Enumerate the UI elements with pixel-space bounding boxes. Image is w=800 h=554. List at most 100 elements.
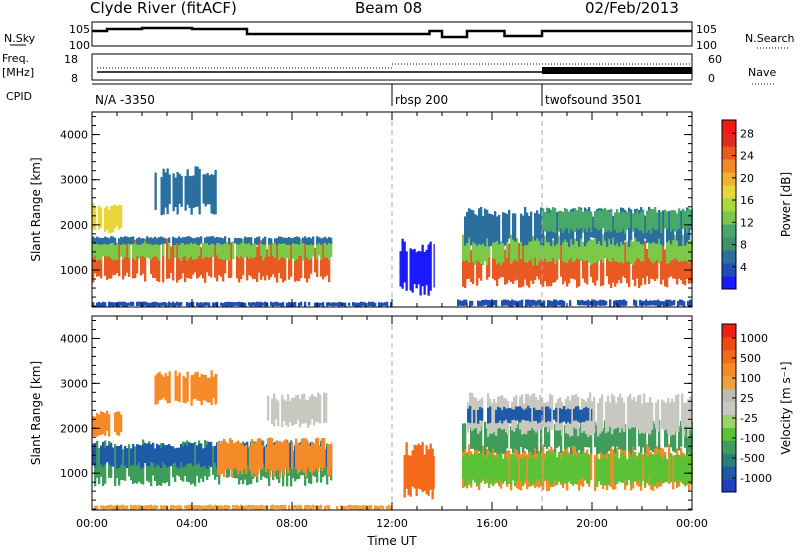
power-data-cell <box>682 234 685 262</box>
velocity-data-cell <box>580 452 583 480</box>
power-data-cell <box>298 245 301 282</box>
power-data-cell <box>334 302 337 306</box>
velocity-data-cell <box>186 446 189 464</box>
velocity-data-cell <box>530 452 533 487</box>
power-data-cell <box>160 236 163 245</box>
velocity-data-cell <box>680 421 683 447</box>
velocity-data-cell <box>598 424 601 454</box>
power-data-cell <box>480 206 483 245</box>
power-data-cell <box>579 300 582 306</box>
power-data-cell <box>188 249 191 279</box>
velocity-data-cell <box>630 423 633 455</box>
velocity-data-cell <box>182 375 185 403</box>
velocity-data-cell <box>194 372 197 399</box>
power-data-cell <box>596 211 599 230</box>
velocity-data-cell <box>272 504 275 510</box>
power-data-cell <box>288 249 291 280</box>
power-data-cell <box>597 300 600 306</box>
velocity-data-cell <box>94 505 97 510</box>
power-data-cell <box>528 238 531 261</box>
power-data-cell <box>294 243 297 282</box>
power-data-cell <box>178 238 181 259</box>
power-data-cell <box>324 236 327 243</box>
power-data-cell <box>413 248 416 285</box>
power-data-cell <box>356 302 359 307</box>
power-data-cell <box>542 252 545 287</box>
nsearch-label: N.Search <box>745 32 795 45</box>
power-data-cell <box>284 241 287 281</box>
velocity-data-cell <box>168 444 171 467</box>
power-data-cell <box>224 236 227 244</box>
velocity-data-cell <box>110 504 113 510</box>
velocity-data-cell <box>108 504 111 509</box>
velocity-data-cell <box>329 444 332 478</box>
velocity-data-cell <box>462 456 465 479</box>
power-data-cell <box>632 241 635 266</box>
velocity-data-cell <box>617 396 620 428</box>
power-colorbar-swatch <box>722 263 736 277</box>
velocity-data-cell <box>356 504 359 510</box>
velocity-data-cell <box>236 504 239 510</box>
velocity-data-cell <box>295 395 298 425</box>
velocity-data-cell <box>671 398 674 435</box>
velocity-data-cell <box>477 409 480 424</box>
velocity-data-cell <box>504 426 507 454</box>
velocity-data-cell <box>476 454 479 486</box>
velocity-colorbar-swatch <box>722 362 736 377</box>
velocity-data-cell <box>260 504 263 510</box>
velocity-data-cell <box>492 423 495 449</box>
power-data-cell <box>520 213 523 242</box>
power-data-cell <box>526 236 529 263</box>
colorbar-tick-label: 20 <box>740 172 754 185</box>
velocity-data-cell <box>643 393 646 434</box>
velocity-data-cell <box>548 421 551 447</box>
velocity-data-cell <box>476 422 479 450</box>
velocity-data-cell <box>174 370 177 401</box>
power-data-cell <box>662 210 665 247</box>
velocity-data-cell <box>544 423 547 448</box>
power-data-cell <box>667 299 670 307</box>
power-data-cell <box>192 301 195 307</box>
velocity-data-cell <box>612 424 615 447</box>
velocity-data-cell <box>106 505 109 510</box>
power-data-cell <box>282 237 285 244</box>
velocity-data-cell <box>294 504 297 509</box>
cpid-segment-label: twofsound 3501 <box>545 93 642 107</box>
velocity-data-cell <box>120 505 123 509</box>
velocity-data-cell <box>204 374 207 401</box>
velocity-data-cell <box>309 396 312 425</box>
velocity-data-cell <box>283 440 286 477</box>
velocity-data-cell <box>419 445 422 490</box>
power-data-cell <box>248 237 251 244</box>
power-data-cell <box>142 239 145 257</box>
power-data-cell <box>608 243 611 285</box>
power-data-cell <box>308 245 311 279</box>
power-data-cell <box>588 241 591 263</box>
velocity-data-cell <box>257 438 260 474</box>
velocity-data-cell <box>188 504 191 510</box>
velocity-data-cell <box>390 505 393 510</box>
power-data-cell <box>472 240 475 263</box>
power-data-cell <box>558 235 561 260</box>
velocity-data-cell <box>305 438 308 477</box>
velocity-data-cell <box>690 454 693 485</box>
velocity-data-cell <box>464 453 467 487</box>
velocity-data-cell <box>126 448 129 469</box>
power-data-cell <box>246 242 249 257</box>
power-data-cell <box>214 237 217 246</box>
power-data-cell <box>228 239 231 261</box>
power-data-cell <box>94 238 97 256</box>
power-data-cell <box>524 238 527 263</box>
power-data-cell <box>683 301 686 307</box>
power-data-cell <box>594 211 597 228</box>
velocity-data-cell <box>336 505 339 510</box>
velocity-data-cell <box>190 504 193 510</box>
velocity-data-cell <box>487 407 490 424</box>
power-data-cell <box>304 301 307 307</box>
power-data-cell <box>588 211 591 228</box>
power-data-cell <box>344 302 347 307</box>
velocity-data-cell <box>144 505 147 510</box>
velocity-data-cell <box>233 443 236 469</box>
velocity-data-cell <box>421 442 424 493</box>
velocity-data-cell <box>327 443 330 476</box>
